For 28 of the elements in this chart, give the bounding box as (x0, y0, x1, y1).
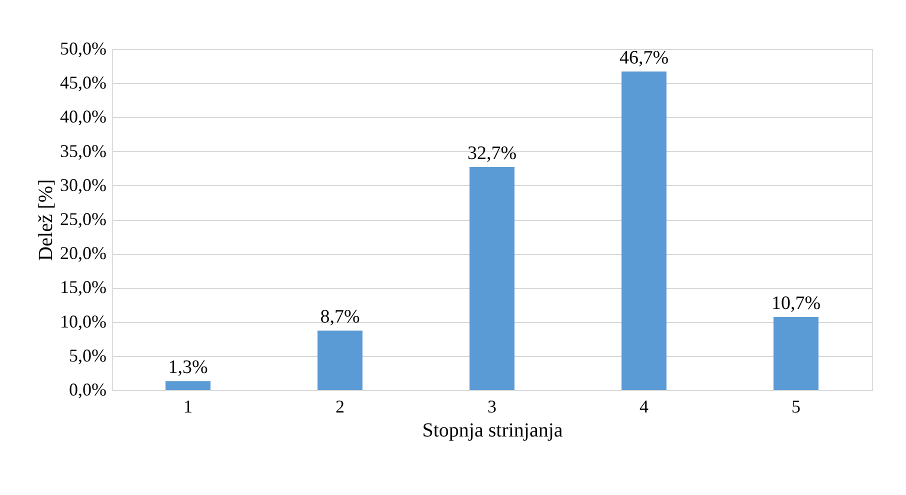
x-tick-label: 2 (336, 396, 344, 416)
y-tick-label: 45,0% (60, 72, 106, 93)
y-tick-label: 40,0% (60, 106, 106, 127)
x-tick-label: 5 (792, 396, 800, 416)
bar (470, 166, 514, 390)
x-tick-label: 1 (184, 396, 192, 416)
data-label: 46,7% (619, 48, 669, 69)
data-label: 32,7% (467, 142, 517, 164)
x-tick-label: 3 (488, 396, 496, 416)
y-tick-label: 10,0% (60, 311, 106, 332)
y-tick-label: 25,0% (60, 209, 106, 229)
data-label: 8,7% (320, 306, 360, 328)
data-label: 1,3% (168, 357, 208, 378)
y-tick-label: 0,0% (69, 380, 106, 400)
bar (318, 330, 362, 390)
y-tick-label: 30,0% (60, 174, 106, 195)
y-axis-title: Delež [%] (35, 179, 58, 261)
y-tick-label: 50,0% (60, 38, 106, 58)
bar (622, 72, 666, 390)
bar (774, 317, 818, 390)
y-tick-label: 5,0% (69, 345, 106, 366)
bar (166, 381, 210, 390)
data-label: 10,7% (771, 293, 821, 314)
y-tick-label: 15,0% (60, 277, 106, 298)
y-tick-label: 35,0% (60, 140, 106, 161)
x-tick-label: 4 (640, 396, 648, 416)
x-axis-title: Stopnja strinjanja (422, 420, 563, 442)
y-tick-label: 20,0% (60, 243, 106, 264)
